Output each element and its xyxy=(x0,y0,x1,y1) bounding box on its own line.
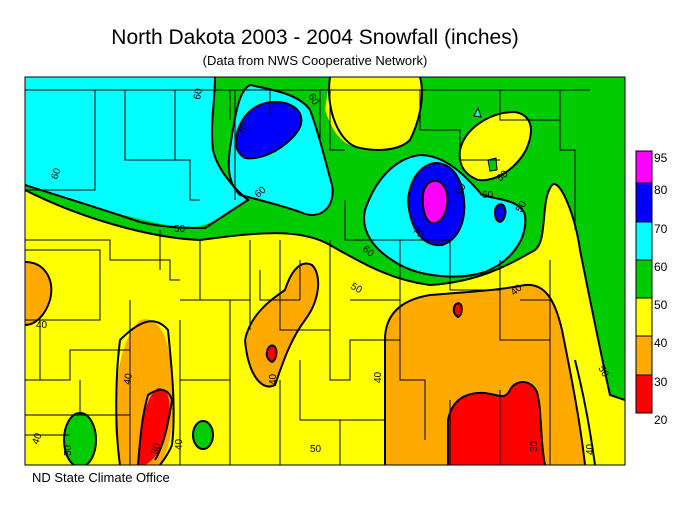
band-40-50-north xyxy=(325,77,422,150)
contour-70-ne xyxy=(407,161,466,247)
contour-label: 40 xyxy=(373,371,384,383)
contour-label: 40 xyxy=(30,431,44,446)
contour-30-se xyxy=(447,381,546,465)
contour-label: 40 xyxy=(585,443,596,455)
contour-label: 50 xyxy=(310,444,322,455)
contour-40-se xyxy=(384,283,586,465)
contour-60-nw xyxy=(25,77,250,230)
contour-40-sw xyxy=(115,320,175,465)
contour-label: 50 xyxy=(349,281,365,296)
contour-50-island-b xyxy=(192,420,214,450)
band-30-40-w xyxy=(25,262,52,325)
legend-label-80: 80 xyxy=(654,183,668,197)
band-70-80-spot xyxy=(495,204,506,222)
contour-label: 60 xyxy=(305,92,320,108)
contour-70-spot xyxy=(494,203,507,224)
contour-label: 50 xyxy=(514,199,529,215)
contour-label: 60 xyxy=(482,190,494,201)
contour-label: 40 xyxy=(174,438,185,450)
legend-label-30: 30 xyxy=(654,375,668,389)
band-80-95 xyxy=(422,180,448,224)
legend-swatch-30-40 xyxy=(635,335,653,376)
legend-label-50: 50 xyxy=(654,298,668,312)
band-20-30-se xyxy=(448,382,545,465)
contour-60-nc xyxy=(227,84,334,216)
band-40-50-ne-oval xyxy=(459,112,531,181)
legend-label-70: 70 xyxy=(654,222,668,236)
contour-50-main xyxy=(25,183,625,401)
legend-swatch-40-50 xyxy=(635,297,653,337)
contour-label: 70 xyxy=(235,121,250,137)
map-frame xyxy=(24,76,626,466)
contour-label: 50 xyxy=(174,224,186,235)
band-60-70-speck xyxy=(473,106,482,118)
contour-30-spot-b xyxy=(452,302,463,319)
band-50-60-speck xyxy=(487,157,498,172)
legend-swatch-70-80 xyxy=(635,182,653,223)
contour-40-far-se xyxy=(574,359,596,465)
contour-label: 30 xyxy=(149,441,163,456)
contour-label: 30 xyxy=(529,440,540,452)
contour-label: 60 xyxy=(49,166,63,181)
legend-swatch-80-95 xyxy=(635,150,653,184)
contour-70-nw xyxy=(234,100,303,160)
contour-50-ne-oval xyxy=(458,110,532,182)
legend-label-60: 60 xyxy=(654,260,668,274)
contour-30-spot-a xyxy=(265,344,278,364)
contour-40-w xyxy=(25,261,53,326)
contour-label: 40 xyxy=(268,373,279,385)
band-20-30-spot-a xyxy=(266,345,277,362)
credit-text: ND State Climate Office xyxy=(32,470,170,485)
contour-30-sw xyxy=(137,389,174,465)
contour-label: 50 xyxy=(595,364,610,380)
contour-60-ne xyxy=(363,153,527,278)
legend-swatch-60-70 xyxy=(635,221,653,261)
county-boundaries xyxy=(25,89,590,465)
legend-swatch-20-30 xyxy=(635,374,653,414)
contour-label: 40 xyxy=(122,372,135,385)
band-50-60-island-a xyxy=(64,413,96,465)
band-20-30-sw xyxy=(138,387,170,465)
contour-label: 50 xyxy=(63,444,74,456)
contour-80-ne xyxy=(421,179,449,225)
contour-label: 60 xyxy=(192,87,205,100)
legend-labels: 95 80 70 60 50 40 30 20 xyxy=(654,151,668,427)
legend-label-20: 20 xyxy=(654,413,668,427)
map-title: North Dakota 2003 - 2004 Snowfall (inche… xyxy=(111,26,519,49)
map-subtitle: (Data from NWS Cooperative Network) xyxy=(202,53,428,68)
contour-labels: 60 70 60 60 60 50 50 60 70 60 60 50 50 4… xyxy=(30,87,610,456)
legend-swatch-50-60 xyxy=(635,259,653,299)
contour-50-north xyxy=(328,77,423,151)
legend xyxy=(635,150,653,414)
legend-label-95: 95 xyxy=(654,151,668,165)
legend-label-40: 40 xyxy=(654,336,668,350)
contour-label: 40 xyxy=(36,320,48,331)
band-50-60-island-b xyxy=(193,421,213,449)
